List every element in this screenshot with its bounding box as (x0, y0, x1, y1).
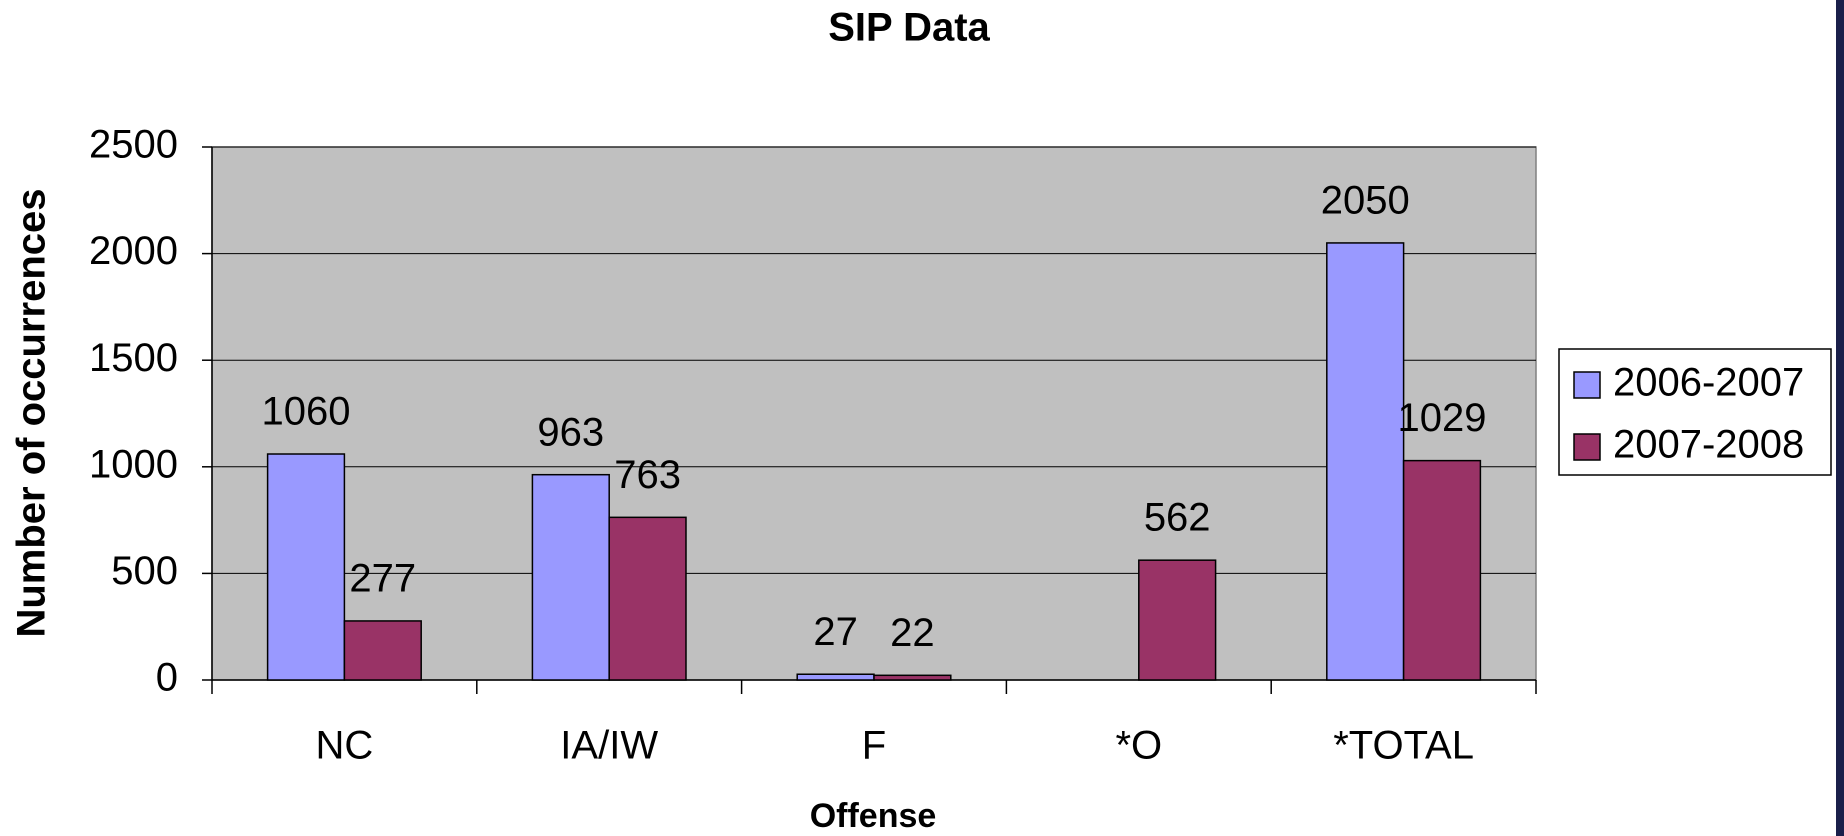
value-label: 963 (537, 410, 604, 454)
value-label: 27 (813, 610, 858, 654)
x-tick-label: IA/IW (560, 724, 658, 768)
chart-title: SIP Data (828, 6, 990, 50)
legend-swatch (1573, 371, 1601, 399)
value-label: 1060 (262, 390, 351, 434)
legend-label: 2007-2008 (1613, 423, 1804, 467)
value-label: 562 (1144, 496, 1211, 540)
x-axis-label: Offense (810, 797, 937, 835)
y-tick-label: 1000 (89, 442, 178, 486)
x-tick-label: NC (316, 724, 374, 768)
bar (796, 673, 875, 681)
bar (531, 473, 610, 681)
y-tick-label: 500 (111, 549, 178, 593)
bar (1402, 459, 1482, 681)
x-tick-label: *O (1115, 724, 1162, 768)
y-tick-label: 2500 (89, 123, 178, 167)
value-label: 2050 (1321, 179, 1410, 223)
bar (343, 620, 422, 681)
plot-area (211, 146, 1537, 681)
x-tick-label: F (862, 724, 886, 768)
legend-swatch (1573, 433, 1601, 461)
y-tick-label: 2000 (89, 229, 178, 273)
x-tick-label: *TOTAL (1333, 724, 1474, 768)
value-label: 763 (614, 453, 681, 497)
y-tick-label: 1500 (89, 336, 178, 380)
bar (1138, 559, 1217, 681)
bar (608, 516, 687, 681)
value-label: 277 (349, 557, 416, 601)
y-axis-label: Number of occurrences (10, 188, 54, 637)
value-label: 22 (890, 611, 935, 655)
bar (1326, 242, 1405, 681)
frame-edge (1836, 0, 1844, 836)
bar (873, 674, 952, 681)
legend-label: 2006-2007 (1613, 361, 1804, 405)
bar (266, 453, 346, 681)
legend-box (1558, 348, 1832, 476)
y-tick-label: 0 (156, 656, 178, 700)
value-label: 1029 (1398, 396, 1487, 440)
